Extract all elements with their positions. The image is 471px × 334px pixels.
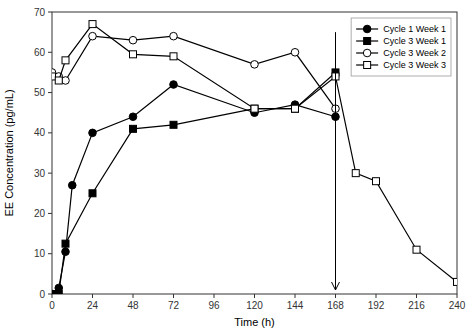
x-tick-label: 144 — [287, 300, 304, 311]
data-point — [130, 125, 137, 132]
legend-label: Cycle 3 Week 1 — [383, 36, 446, 46]
data-point — [62, 248, 70, 256]
y-tick — [48, 12, 52, 13]
x-tick — [376, 294, 377, 298]
plot-frame — [52, 12, 457, 294]
x-tick — [416, 294, 417, 298]
x-tick-label: 216 — [408, 300, 425, 311]
data-point — [62, 57, 69, 64]
series-line — [52, 24, 457, 282]
data-point — [373, 178, 380, 185]
data-point — [55, 77, 62, 84]
data-point — [352, 170, 359, 177]
y-tick-label: 50 — [34, 87, 46, 98]
legend-label: Cycle 1 Week 1 — [383, 24, 446, 34]
legend: Cycle 1 Week 1 Cycle 3 Week 1 Cycle 3 Week… — [351, 18, 451, 76]
y-tick-label: 20 — [34, 208, 46, 219]
data-point — [89, 21, 96, 28]
data-point — [170, 53, 177, 60]
data-point — [68, 181, 76, 189]
x-tick — [133, 294, 134, 298]
y-tick-label: 10 — [34, 248, 46, 259]
x-tick — [173, 294, 174, 298]
x-tick — [214, 294, 215, 298]
data-point — [62, 240, 69, 247]
data-point — [170, 81, 178, 89]
y-tick-label: 0 — [39, 289, 45, 300]
y-tick — [48, 213, 52, 214]
data-point — [291, 48, 299, 56]
legend-label: Cycle 3 Week 2 — [383, 48, 446, 58]
x-tick-label: 48 — [127, 300, 139, 311]
y-tick — [48, 294, 52, 295]
x-tick — [335, 294, 336, 298]
data-point — [292, 105, 299, 112]
y-axis-label: EE Concentration (pg/mL) — [3, 89, 15, 216]
legend-marker — [364, 62, 371, 69]
y-tick-label: 40 — [34, 127, 46, 138]
data-point — [129, 113, 137, 121]
data-point — [170, 32, 178, 40]
data-point — [251, 105, 258, 112]
x-tick-label: 192 — [368, 300, 385, 311]
data-point — [89, 190, 96, 197]
data-point — [454, 278, 458, 285]
x-tick — [52, 294, 53, 298]
x-tick-label: 72 — [168, 300, 180, 311]
y-tick-label: 60 — [34, 47, 46, 58]
x-tick-label: 24 — [87, 300, 99, 311]
x-tick — [92, 294, 93, 298]
data-point — [89, 32, 97, 40]
x-tick — [295, 294, 296, 298]
x-tick-label: 240 — [449, 300, 466, 311]
x-axis-label: Time (h) — [234, 316, 275, 328]
x-tick-label: 120 — [246, 300, 263, 311]
data-point — [129, 36, 137, 44]
y-tick — [48, 173, 52, 174]
data-point — [55, 291, 62, 295]
x-tick-label: 168 — [327, 300, 344, 311]
y-tick — [48, 253, 52, 254]
legend-marker — [364, 38, 371, 45]
data-point — [251, 61, 259, 69]
x-tick-label: 96 — [208, 300, 220, 311]
legend-marker — [363, 25, 371, 33]
legend-label: Cycle 3 Week 3 — [383, 60, 446, 70]
series-line — [52, 36, 336, 109]
data-point — [62, 77, 70, 85]
annotation-arrow — [335, 32, 336, 290]
legend-marker — [363, 49, 371, 57]
data-point — [130, 51, 137, 58]
y-tick-label: 30 — [34, 168, 46, 179]
legend-box — [351, 18, 451, 76]
data-point — [251, 105, 258, 112]
y-tick-label: 70 — [34, 7, 46, 18]
x-tick — [457, 294, 458, 298]
y-tick — [48, 132, 52, 133]
y-tick — [48, 52, 52, 53]
x-tick — [254, 294, 255, 298]
x-tick-label: 0 — [49, 300, 55, 311]
axes: 0 24 48 72 96 120 144 168 192 216 240 0 10 20 30 40 50 60… — [34, 7, 466, 312]
data-point — [292, 105, 299, 112]
series-line — [52, 72, 336, 294]
data-point — [170, 121, 177, 128]
data-point — [413, 246, 420, 253]
data-point — [89, 129, 97, 137]
chart: 0 24 48 72 96 120 144 168 192 216 240 0 10 20 30 40 50 60… — [0, 0, 471, 334]
y-tick — [48, 92, 52, 93]
data-layer — [52, 21, 457, 294]
